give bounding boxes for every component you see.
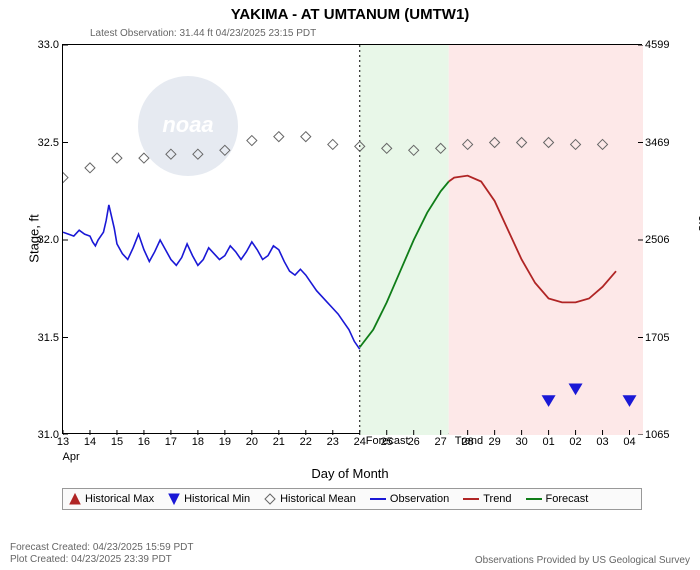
x-tick: 01 bbox=[542, 433, 554, 448]
svg-text:noaa: noaa bbox=[162, 112, 213, 137]
x-axis-label: Day of Month bbox=[0, 466, 700, 481]
x-tick: 24 bbox=[354, 433, 366, 448]
x-tick: 13 bbox=[57, 433, 69, 448]
x-tick: 16 bbox=[138, 433, 150, 448]
legend-item: Historical Min bbox=[168, 493, 250, 505]
x-tick: 03 bbox=[596, 433, 608, 448]
legend-marker bbox=[168, 493, 180, 505]
legend-label: Historical Min bbox=[184, 493, 250, 505]
x-tick: 14 bbox=[84, 433, 96, 448]
plot-created: Plot Created: 04/23/2025 23:39 PDT bbox=[10, 554, 193, 566]
x-tick: 30 bbox=[515, 433, 527, 448]
trend-region bbox=[449, 45, 643, 435]
observation-line bbox=[63, 205, 360, 349]
historical-mean-marker bbox=[274, 132, 284, 142]
noaa-logo: noaa bbox=[138, 76, 238, 176]
legend-item: Historical Max bbox=[69, 493, 154, 505]
historical-mean-marker bbox=[63, 173, 68, 183]
legend-marker bbox=[69, 493, 81, 505]
x-tick: 17 bbox=[165, 433, 177, 448]
legend-marker bbox=[526, 498, 542, 500]
legend-label: Historical Mean bbox=[280, 493, 356, 505]
legend-item: Observation bbox=[370, 493, 449, 505]
x-tick: 04 bbox=[623, 433, 635, 448]
chart-title: YAKIMA - AT UMTANUM (UMTW1) bbox=[0, 0, 700, 23]
y-right-label: Discharge, cfs bbox=[696, 215, 700, 277]
legend: Historical Max Historical Min Historical M… bbox=[62, 488, 642, 510]
x-tick: 27 bbox=[435, 433, 447, 448]
legend-item: Forecast bbox=[526, 493, 589, 505]
legend-label: Trend bbox=[483, 493, 511, 505]
y-right-tick: 2506 bbox=[641, 234, 669, 246]
legend-label: Historical Max bbox=[85, 493, 154, 505]
x-tick: 22 bbox=[300, 433, 312, 448]
x-tick: 23 bbox=[327, 433, 339, 448]
forecast-created: Forecast Created: 04/23/2025 15:59 PDT bbox=[10, 542, 193, 554]
y-left-tick: 32.5 bbox=[38, 137, 63, 149]
x-tick: 15 bbox=[111, 433, 123, 448]
x-tick: 18 bbox=[192, 433, 204, 448]
y-left-tick: 33.0 bbox=[38, 39, 63, 51]
y-left-label: Stage, ft bbox=[27, 214, 42, 262]
legend-marker bbox=[463, 498, 479, 500]
historical-mean-marker bbox=[328, 139, 338, 149]
x-tick: 20 bbox=[246, 433, 258, 448]
x-tick: 29 bbox=[489, 433, 501, 448]
y-left-tick: 31.5 bbox=[38, 332, 63, 344]
x-tick: 21 bbox=[273, 433, 285, 448]
legend-marker bbox=[264, 493, 276, 505]
x-tick: 26 bbox=[408, 433, 420, 448]
x-tick: 19 bbox=[219, 433, 231, 448]
historical-mean-marker bbox=[112, 153, 122, 163]
historical-mean-marker bbox=[247, 136, 257, 146]
y-right-tick: 1705 bbox=[641, 332, 669, 344]
legend-label: Forecast bbox=[546, 493, 589, 505]
legend-label: Observation bbox=[390, 493, 449, 505]
legend-item: Historical Mean bbox=[264, 493, 356, 505]
footer-right: Observations Provided by US Geological S… bbox=[475, 555, 690, 566]
y-right-tick: 3469 bbox=[641, 137, 669, 149]
latest-observation-text: Latest Observation: 31.44 ft 04/23/2025 … bbox=[90, 28, 316, 39]
x-tick: 28 bbox=[462, 433, 474, 448]
chart-area: noaaForecastTrend31.031.532.032.533.0106… bbox=[62, 44, 642, 434]
historical-mean-marker bbox=[85, 163, 95, 173]
forecast-region bbox=[360, 45, 449, 435]
historical-mean-marker bbox=[301, 132, 311, 142]
month-label: Apr bbox=[63, 451, 80, 463]
y-right-tick: 4599 bbox=[641, 39, 669, 51]
x-tick: 25 bbox=[381, 433, 393, 448]
y-right-tick: 1065 bbox=[641, 429, 669, 441]
footer-left: Forecast Created: 04/23/2025 15:59 PDT P… bbox=[10, 542, 193, 566]
legend-marker bbox=[370, 498, 386, 500]
x-tick: 02 bbox=[569, 433, 581, 448]
plot-area: noaaForecastTrend31.031.532.032.533.0106… bbox=[62, 44, 642, 434]
legend-item: Trend bbox=[463, 493, 511, 505]
